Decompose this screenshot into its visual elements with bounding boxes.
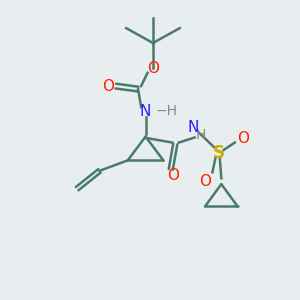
Text: N: N [188, 120, 199, 135]
Text: O: O [199, 174, 211, 189]
Text: N: N [140, 104, 151, 119]
Text: S: S [212, 144, 224, 162]
Text: H: H [195, 128, 206, 142]
Text: −H: −H [156, 104, 178, 118]
Text: O: O [102, 79, 114, 94]
Text: O: O [147, 61, 159, 76]
Text: O: O [238, 130, 250, 146]
Text: O: O [167, 168, 179, 183]
